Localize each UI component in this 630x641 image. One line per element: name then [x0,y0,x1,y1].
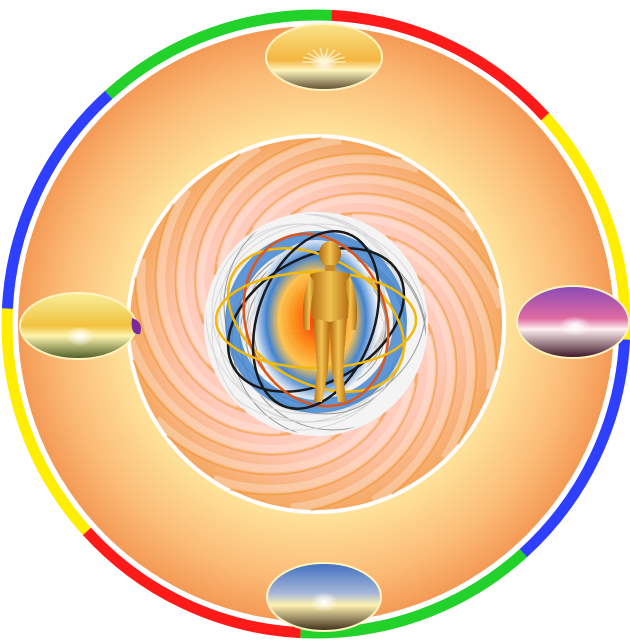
sunset-oval-left [19,292,141,360]
ring-segment [1,308,91,535]
ring-segment [331,9,550,121]
orbit-rings [214,230,418,410]
spiral-petal [385,234,478,445]
spiral-petal [290,192,500,289]
spiral-petal [213,152,402,276]
color-segment-ring [1,9,630,639]
ring-segment [519,339,630,558]
ring-segment [105,9,332,99]
spiral-petal [154,203,247,414]
ring-segment [82,527,301,639]
spiral-petal [174,152,242,374]
spiral-petals [126,135,506,513]
spiral-petal [230,372,419,496]
spiral-petal [340,211,498,371]
human-figure [302,241,358,402]
spiral-petal [166,410,388,476]
spiral-petal [194,136,322,325]
spiral-petal [390,274,458,496]
sunset-oval-right [516,285,630,359]
spiral-petal [310,323,438,512]
spiral-petal [132,359,342,456]
ring-segment [300,549,527,639]
orbit-ring [242,232,390,408]
sunset-oval-bottom [266,562,382,632]
orbit-ring [226,247,406,393]
spiral-petal [244,172,466,238]
ring-segment [1,90,113,309]
orbit-ring [251,230,381,410]
orbit-ring [226,247,406,393]
spiral-petal [134,277,292,437]
sunset-oval-top [265,23,383,91]
orbit-ring [214,270,418,370]
